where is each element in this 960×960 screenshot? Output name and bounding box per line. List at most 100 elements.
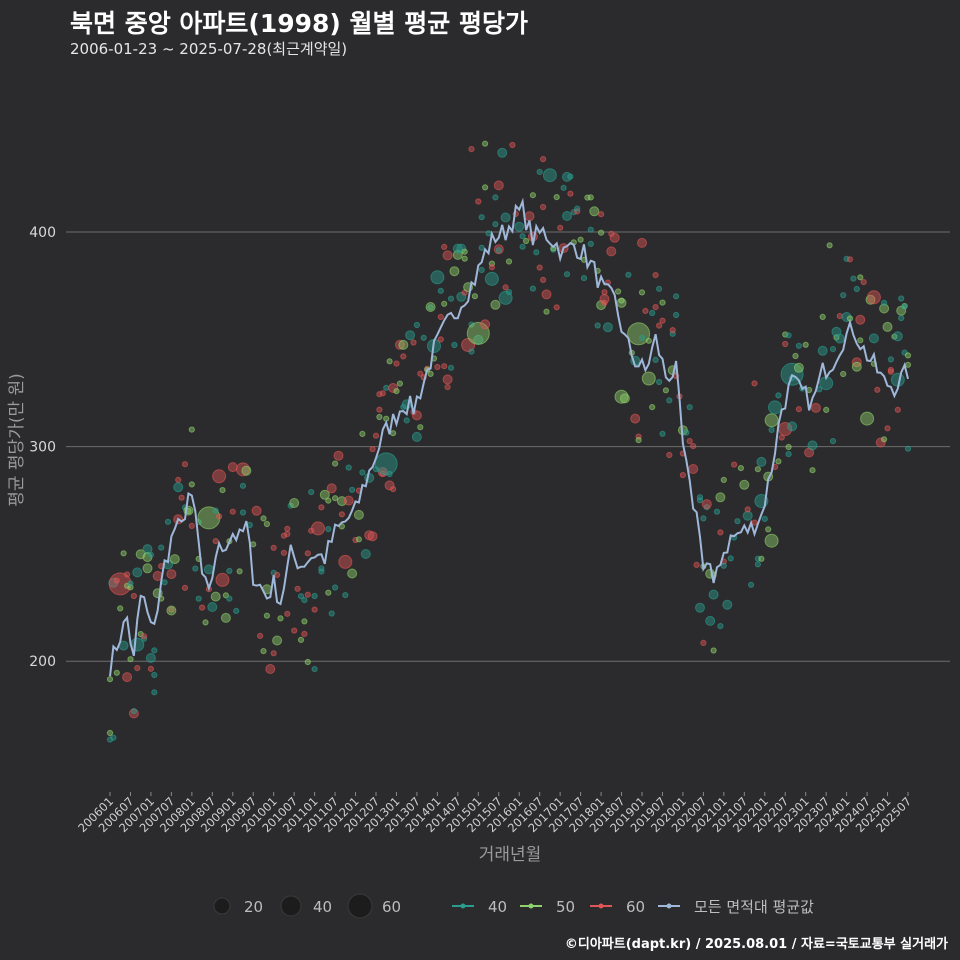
scatter-point-50 [635,437,642,444]
y-tick-label: 400 [29,225,56,241]
scatter-point-50 [353,509,364,520]
scatter-point-40 [708,589,719,600]
scatter-point-40 [158,544,165,551]
scatter-point-40 [430,270,445,285]
scatter-point-50 [881,436,888,443]
scatter-point-50 [289,498,300,508]
scatter-point-40 [492,221,499,228]
scatter-point-40 [536,168,543,175]
scatter-point-40 [239,482,247,489]
scatter-point-50 [188,426,195,433]
scatter-point-40 [574,205,581,212]
scatter-point-60 [601,289,608,296]
scatter-point-40 [562,211,572,221]
scatter-point-40 [383,384,390,391]
scatter-point-60 [557,224,564,231]
scatter-point-50 [710,647,717,654]
scatter-point-40 [580,275,588,282]
scatter-point-40 [328,610,335,617]
scatter-point-60 [601,299,608,306]
scatter-point-50 [272,635,283,646]
scatter-point-60 [810,402,821,413]
scatter-point-40 [308,489,315,496]
scatter-point-60 [265,664,276,674]
scatter-point-40 [756,456,767,467]
scatter-point-40 [161,579,168,586]
scatter-point-40 [519,243,526,250]
scatter-point-60 [376,406,383,413]
scatter-point-40 [686,404,693,411]
scatter-point-40 [881,299,888,306]
scatter-point-40 [868,333,879,344]
scatter-point-50 [659,299,666,306]
scatter-point-50 [297,636,305,644]
scatter-point-60 [894,406,901,413]
scatter-point-40 [775,392,782,399]
scatter-point-50 [301,618,308,625]
scatter-point-60 [188,522,195,530]
scatter-point-40 [485,230,492,237]
scatter-point-60 [270,544,277,551]
scatter-point-60 [410,339,417,346]
scatter-point-60 [437,313,444,320]
scatter-point-40 [514,221,525,232]
scatter-point-60 [751,519,758,526]
scatter-point-60 [493,180,504,191]
scatter-point-50 [857,337,864,344]
scatter-point-60 [502,284,509,291]
scatter-point-50 [449,266,460,277]
scatter-point-50 [393,388,400,395]
scatter-point-40 [563,271,571,278]
scatter-point-60 [417,370,424,377]
scatter-point-50 [319,489,330,500]
scatter-point-60 [141,633,148,640]
scatter-point-60 [311,606,318,613]
scatter-point-40 [904,445,912,452]
scatter-point-40 [853,285,860,293]
scatter-point-40 [332,584,339,591]
scatter-point-60 [130,592,137,600]
scatter-point-40 [495,247,502,254]
scatter-point-50 [332,460,339,467]
scatter-point-60 [379,390,386,397]
scatter-point-60 [836,313,843,320]
scatter-point-50 [879,303,890,314]
scatter-point-40 [734,518,741,525]
scatter-point-50 [865,294,876,305]
scatter-point-50 [598,229,605,236]
scatter-point-60 [270,650,277,657]
legend-series-label: 60 [626,898,645,916]
scatter-point-60 [124,571,131,578]
scatter-point-40 [840,292,847,299]
scatter-point-60 [686,438,693,445]
scatter-point-40 [311,592,318,600]
scatter-point-40 [451,341,458,349]
scatter-point-50 [219,487,226,494]
scatter-point-60 [291,627,298,634]
scatter-point-60 [860,279,867,286]
scatter-point-40 [226,567,233,575]
scatter-point-40 [478,244,485,251]
scatter-point-40 [713,508,721,515]
scatter-point-60 [887,366,895,374]
scatter-point-50 [764,533,779,548]
scatter-point-40 [427,304,434,311]
scatter-point-40 [492,194,499,201]
scatter-point-40 [311,666,318,673]
scatter-point-60 [659,317,666,324]
scatter-point-40 [768,400,782,415]
scatter-point-40 [411,431,422,442]
scatter-point-50 [754,466,762,473]
scatter-point-60 [630,413,641,424]
scatter-point-60 [567,190,574,197]
legend-series-label: 모든 면적대 평균값 [694,898,814,916]
scatter-point-60 [212,469,227,484]
scatter-point-50 [113,669,120,676]
scatter-point-60 [553,304,560,311]
scatter-point-60 [688,464,699,474]
scatter-point-60 [442,374,453,385]
scatter-point-40 [841,312,852,322]
scatter-point-50 [589,206,600,217]
scatter-point-40 [834,333,845,344]
scatter-point-40 [519,233,526,240]
